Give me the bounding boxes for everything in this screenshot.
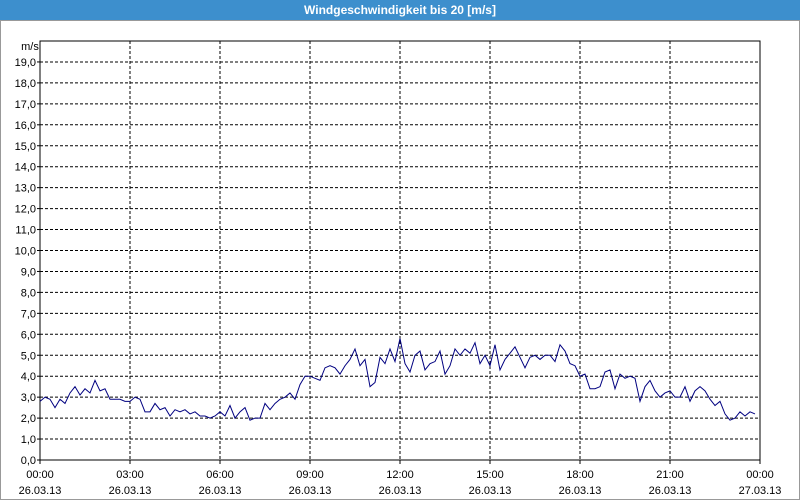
x-tick-label-line: 26.03.13 — [289, 485, 332, 497]
x-tick-label: 21:00 26.03.13 — [649, 469, 692, 497]
y-tick-label: 6,0 — [21, 329, 36, 341]
y-tick-label: 8,0 — [21, 287, 36, 299]
y-tick-label: 17,0 — [15, 99, 36, 111]
y-tick-label: 2,0 — [21, 413, 36, 425]
y-tick-label: 15,0 — [15, 141, 36, 153]
x-tick-label-line: 26.03.13 — [649, 485, 692, 497]
y-tick-label: 5,0 — [21, 350, 36, 362]
line-series — [39, 338, 756, 421]
title-bar — [0, 0, 800, 20]
x-tick-label-line: 15:00 — [476, 469, 504, 481]
x-tick-label: 09:00 26.03.13 — [289, 469, 332, 497]
y-tick-label: 14,0 — [15, 162, 36, 174]
y-tick-label: 7,0 — [21, 308, 36, 320]
y-tick-label: 4,0 — [21, 371, 36, 383]
x-tick-label-line: 09:00 — [296, 469, 324, 481]
y-tick-label: 0,0 — [21, 455, 36, 467]
x-tick-label-line: 26.03.13 — [559, 485, 602, 497]
x-tick-label-line: 26.03.13 — [469, 485, 512, 497]
x-tick-label-line: 26.03.13 — [109, 485, 152, 497]
x-tick-label-line: 18:00 — [566, 469, 594, 481]
x-tick-label: 12:00 26.03.13 — [379, 469, 422, 497]
x-tick-label-line: 26.03.13 — [379, 485, 422, 497]
x-tick-label-line: 21:00 — [656, 469, 684, 481]
y-tick-label: 3,0 — [21, 392, 36, 404]
x-tick-label-line: 03:00 — [116, 469, 144, 481]
x-tick-label: 06:00 26.03.13 — [199, 469, 242, 497]
y-tick-label: 12,0 — [15, 204, 36, 216]
y-tick-label: 18,0 — [15, 78, 36, 90]
y-axis-label: m/s — [21, 41, 39, 53]
x-tick-label-line: 00:00 — [26, 469, 54, 481]
x-tick-label-line: 26.03.13 — [19, 485, 62, 497]
y-tick-label: 10,0 — [15, 246, 36, 258]
x-tick-label-line: 26.03.13 — [199, 485, 242, 497]
y-tick-label: 13,0 — [15, 183, 36, 195]
chart-title: Windgeschwindigkeit bis 20 [m/s] — [304, 3, 496, 17]
x-tick-label: 00:00 27.03.13 — [739, 469, 782, 497]
y-tick-label: 11,0 — [15, 225, 36, 237]
x-tick-label-line: 27.03.13 — [739, 485, 782, 497]
y-tick-label: 9,0 — [21, 266, 36, 278]
y-tick-label: 1,0 — [21, 434, 36, 446]
x-tick-label-line: 00:00 — [746, 469, 774, 481]
y-tick-label: 19,0 — [15, 57, 36, 69]
x-tick-label: 00:00 26.03.13 — [19, 469, 62, 497]
x-tick-label: 18:00 26.03.13 — [559, 469, 602, 497]
y-tick-label: 16,0 — [15, 120, 36, 132]
x-tick-label-line: 12:00 — [386, 469, 414, 481]
x-tick-label-line: 06:00 — [206, 469, 234, 481]
x-tick-label: 15:00 26.03.13 — [469, 469, 512, 497]
x-tick-label: 03:00 26.03.13 — [109, 469, 152, 497]
